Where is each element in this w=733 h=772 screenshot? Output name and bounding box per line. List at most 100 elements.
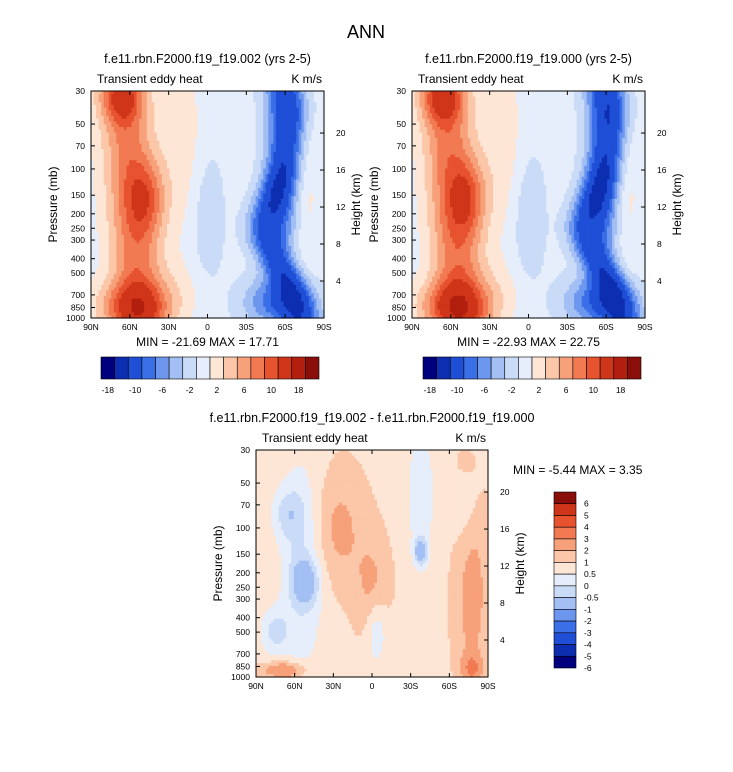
field-cell <box>149 121 153 125</box>
field-cell <box>146 132 150 136</box>
field-cell <box>240 93 244 98</box>
field-cell <box>318 99 323 103</box>
field-cell <box>126 115 130 120</box>
field-cell <box>164 96 168 100</box>
field-cell <box>111 107 115 111</box>
field-cell <box>268 99 272 103</box>
field-cell <box>227 118 231 123</box>
field-cell <box>159 113 163 117</box>
field-cell <box>225 99 229 103</box>
field-cell <box>253 129 257 134</box>
field-cell <box>298 118 302 123</box>
field-cell <box>248 110 252 114</box>
field-cell <box>318 121 323 125</box>
field-cell <box>321 96 325 100</box>
field-cell <box>275 91 280 95</box>
field-cell <box>194 129 198 134</box>
field-cell <box>103 104 107 109</box>
field-cell <box>121 129 125 134</box>
field-cell <box>113 91 117 95</box>
field-cell <box>268 118 272 123</box>
field-cell <box>210 129 214 134</box>
field-cell <box>232 118 236 123</box>
field-cell <box>260 104 264 109</box>
field-cell <box>306 96 310 100</box>
field-cell <box>260 110 264 114</box>
field-cell <box>222 115 226 120</box>
field-cell <box>101 115 105 120</box>
field-cell <box>194 96 198 100</box>
field-cell <box>321 110 325 114</box>
field-cell <box>123 126 128 131</box>
field-cell <box>303 107 307 111</box>
field-cell <box>235 124 239 128</box>
field-cell <box>230 99 234 103</box>
field-cell <box>273 99 277 103</box>
field-cell <box>161 91 166 95</box>
field-cell <box>164 115 168 120</box>
field-cell <box>93 93 97 98</box>
field-cell <box>258 113 262 117</box>
field-cell <box>149 126 153 131</box>
field-cell <box>111 118 115 123</box>
field-cell <box>103 115 107 120</box>
field-cell <box>141 91 145 95</box>
field-cell <box>126 91 130 95</box>
field-cell <box>121 99 125 103</box>
field-cell <box>131 91 135 95</box>
field-cell <box>93 118 97 123</box>
field-cell <box>116 118 120 123</box>
field-cell <box>154 118 158 123</box>
field-cell <box>108 104 112 109</box>
field-cell <box>134 102 138 106</box>
field-cell <box>321 99 325 103</box>
field-cell <box>98 110 102 114</box>
field-cell <box>141 96 145 100</box>
field-cell <box>298 91 302 95</box>
field-cell <box>258 129 262 134</box>
field-cell <box>121 107 125 111</box>
field-cell <box>106 104 110 109</box>
field-cell <box>151 118 155 123</box>
field-cell <box>101 129 105 134</box>
field-cell <box>187 102 191 106</box>
field-cell <box>192 129 196 134</box>
field-cell <box>194 110 198 114</box>
field-cell <box>177 115 181 120</box>
field-cell <box>103 96 107 100</box>
field-cell <box>187 118 191 123</box>
field-cell <box>154 126 158 131</box>
field-cell <box>166 115 171 120</box>
field-cell <box>91 118 95 123</box>
field-cell <box>136 129 140 134</box>
field-cell <box>177 91 181 95</box>
field-cell <box>273 124 277 128</box>
field-cell <box>296 126 300 131</box>
field-cell <box>225 124 229 128</box>
field-cell <box>192 104 196 109</box>
field-cell <box>169 96 173 100</box>
field-cell <box>121 124 125 128</box>
field-cell <box>111 113 115 117</box>
field-cell <box>164 110 168 114</box>
field-cell <box>108 115 112 120</box>
field-cell <box>172 93 176 98</box>
field-cell <box>268 110 272 114</box>
field-cell <box>108 121 112 125</box>
field-cell <box>116 115 120 120</box>
field-cell <box>311 126 315 131</box>
field-cell <box>96 132 100 136</box>
field-cell <box>308 121 312 125</box>
field-cell <box>245 96 249 100</box>
field-cell <box>301 129 305 134</box>
field-cell <box>283 96 287 100</box>
field-cell <box>177 96 181 100</box>
field-cell <box>293 121 297 125</box>
field-cell <box>164 118 168 123</box>
field-cell <box>192 113 196 117</box>
field-cell <box>144 91 148 95</box>
field-cell <box>298 124 302 128</box>
field-cell <box>136 115 140 120</box>
field-cell <box>204 93 209 98</box>
field-cell <box>199 99 204 103</box>
